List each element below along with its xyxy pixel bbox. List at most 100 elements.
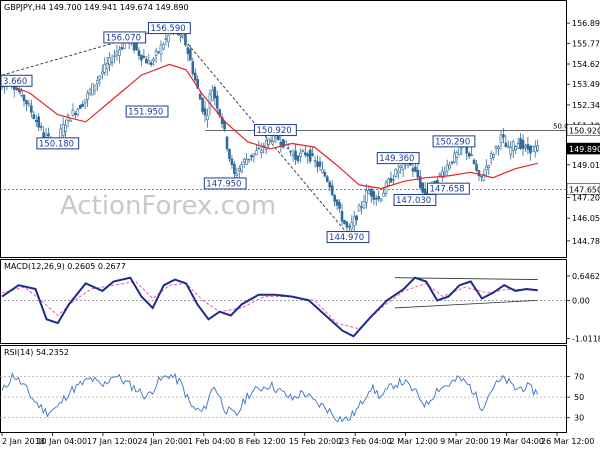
candle-body [277, 135, 280, 141]
candle-body [233, 163, 236, 174]
moving-average-line [1, 63, 538, 190]
candle-body [230, 158, 234, 165]
candle-body [240, 164, 244, 172]
price-annotation-label: 156.590 [151, 24, 186, 34]
candle-body [98, 75, 102, 80]
candle-body [365, 189, 368, 203]
candle-body [83, 99, 87, 104]
candle-body [396, 170, 400, 174]
candle-body [237, 168, 241, 171]
x-tick-label: 24 Jan 20:00 [137, 437, 188, 446]
candle-body [308, 149, 312, 162]
price-annotation-box [427, 182, 470, 195]
x-tick-label: 2 Mar 12:00 [390, 437, 438, 446]
macd-channel-line-0 [394, 277, 538, 280]
candle-body [157, 51, 160, 53]
candle-body [225, 136, 229, 150]
candle-body [311, 153, 314, 156]
price-annotation-label: 147.950 [206, 179, 241, 189]
candle-body [475, 163, 478, 171]
price-tick-label: 154.620 [572, 60, 600, 69]
candle-body [318, 161, 322, 167]
candle-body [440, 170, 444, 178]
x-tick-label: 23 Feb 04:00 [339, 437, 391, 446]
price-annotation-label: 150.290 [435, 137, 470, 147]
x-tick-label: 15 Feb 20:00 [289, 437, 341, 446]
candle-body [489, 153, 493, 159]
candle-body [208, 93, 212, 109]
candle-body [494, 145, 498, 149]
candle-body [17, 89, 21, 93]
candle-body [27, 102, 31, 106]
candle-body [416, 169, 420, 178]
candle-body [379, 198, 383, 202]
candle-body [343, 220, 346, 224]
candle-body [76, 108, 80, 115]
rsi-tick-label: 70 [574, 373, 584, 382]
price-chart-header: GBPJPY,H4 149.700 149.941 149.674 149.89… [4, 3, 189, 12]
x-tick-label: 26 Mar 12:00 [541, 437, 594, 446]
candle-body [47, 133, 50, 137]
candle-body [42, 132, 45, 138]
candle-body [511, 141, 515, 152]
candle-body [445, 164, 449, 172]
candle-body [497, 146, 500, 149]
candle-body [443, 172, 447, 175]
candle-body [203, 108, 207, 116]
candle-body [279, 141, 283, 146]
candle-body [201, 97, 204, 112]
candle-body [372, 191, 376, 200]
candle-body [39, 125, 43, 128]
candle-body [135, 43, 138, 50]
macd-signal-line [1, 280, 538, 330]
candle-body [64, 124, 67, 132]
candle-body [167, 35, 170, 43]
candle-body [348, 225, 351, 228]
candle-body [421, 182, 425, 193]
price-tick-label: 153.495 [572, 80, 600, 89]
candle-body [516, 143, 520, 149]
candle-body [299, 152, 302, 157]
fib-level-label: 50.0 [553, 123, 569, 131]
macd-tick-label: 0.00 [572, 296, 590, 305]
price-annotation-box [393, 194, 437, 207]
macd-tick-label: -1.0118 [572, 335, 600, 344]
candle-body [509, 146, 513, 155]
candle-body [414, 166, 417, 172]
x-tick-label: 2 Jan 2018 [2, 437, 45, 446]
candle-body [384, 182, 388, 194]
candle-body [213, 87, 217, 99]
candle-body [521, 139, 525, 150]
candle-body [118, 49, 121, 56]
candle-body [245, 158, 248, 165]
candle-body [328, 182, 332, 188]
candle-body [69, 119, 72, 122]
candle-body [164, 38, 168, 40]
candle-body [252, 153, 256, 157]
candle-body [382, 192, 385, 197]
candle-body [377, 196, 380, 200]
candle-body [186, 47, 190, 54]
candle-body [360, 206, 363, 208]
candle-body [502, 134, 505, 138]
candle-body [81, 103, 85, 107]
macd-panel-frame [0, 259, 567, 344]
candle-body [392, 179, 395, 181]
candle-body [529, 145, 532, 154]
price-annotation-label: 147.658 [430, 185, 465, 195]
candle-body [323, 172, 327, 177]
candle-body [74, 112, 77, 115]
resistance-price-tag-label: 150.920 [569, 127, 600, 136]
candle-body [257, 147, 261, 150]
candle-body [269, 140, 273, 142]
candle-body [330, 185, 334, 196]
resistance-price-tag-box [566, 124, 600, 136]
candle-body [291, 154, 295, 157]
candle-body [123, 42, 126, 49]
candle-body [519, 138, 522, 149]
candle-body [152, 58, 155, 61]
x-tick-label: 10 Jan 04:00 [36, 437, 87, 446]
price-annotation-label: 151.950 [128, 108, 163, 118]
candle-body [247, 158, 251, 161]
price-annotation-box [203, 177, 247, 190]
